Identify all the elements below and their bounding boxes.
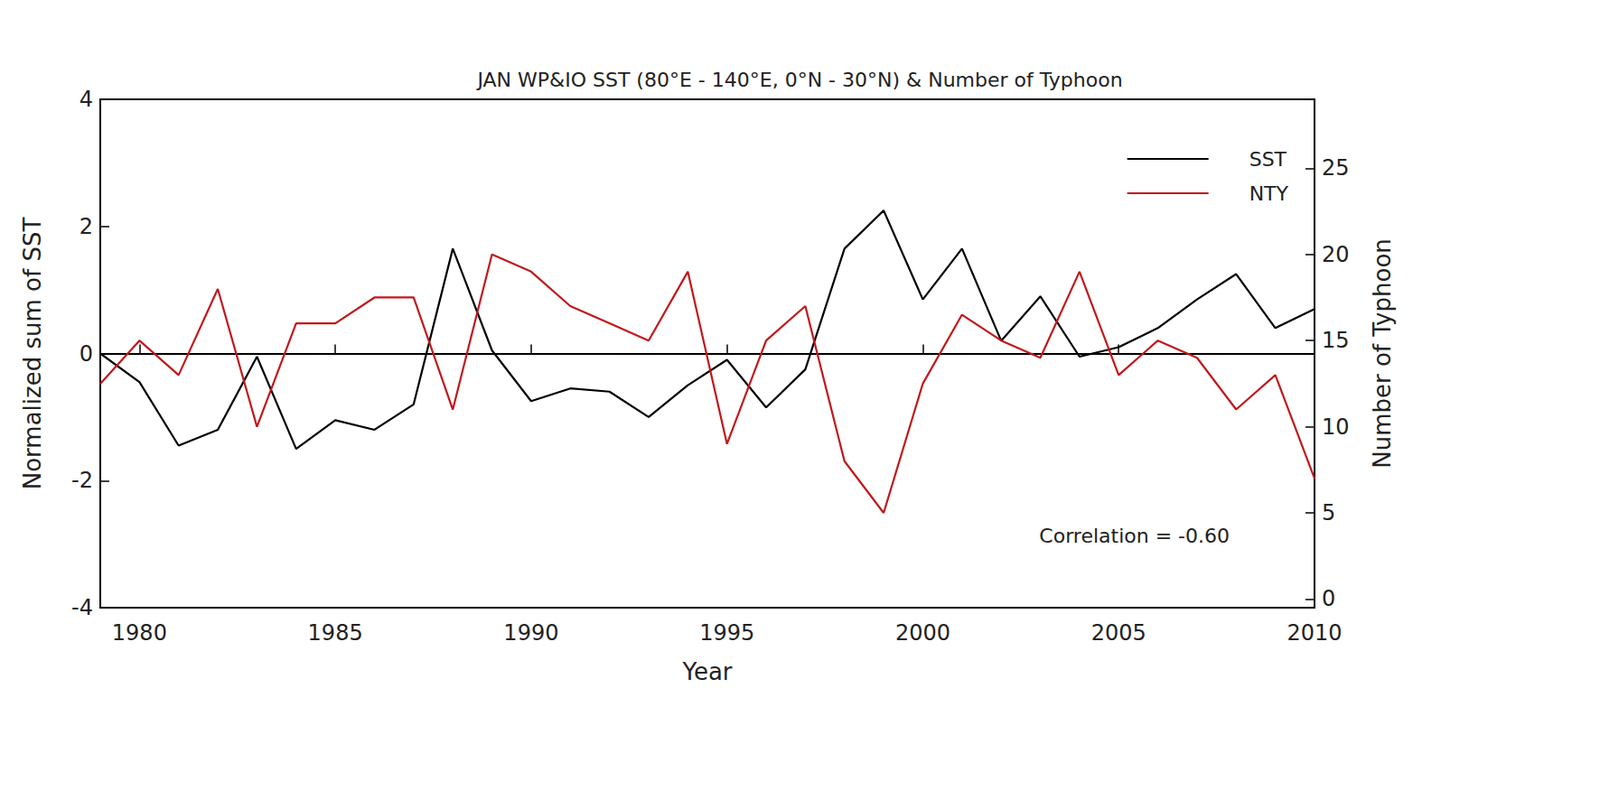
svg-text:25: 25 [1321, 155, 1350, 181]
svg-text:NTY: NTY [1249, 182, 1290, 206]
svg-text:1985: 1985 [308, 620, 364, 646]
svg-text:4: 4 [79, 86, 94, 113]
svg-text:20: 20 [1321, 242, 1350, 268]
svg-text:10: 10 [1321, 414, 1350, 440]
svg-text:1980: 1980 [112, 620, 168, 646]
svg-text:0: 0 [79, 341, 94, 367]
svg-text:Year: Year [681, 658, 732, 686]
svg-text:2005: 2005 [1091, 620, 1147, 646]
svg-text:Number of Typhoon: Number of Typhoon [1368, 238, 1396, 469]
svg-text:Normalized sum of SST: Normalized sum of SST [18, 217, 47, 491]
svg-text:JAN WP&IO SST (80°E - 140°E, 0: JAN WP&IO SST (80°E - 140°E, 0°N - 30°N)… [475, 68, 1123, 92]
svg-text:5: 5 [1321, 500, 1336, 526]
svg-text:15: 15 [1321, 327, 1350, 354]
svg-text:2010: 2010 [1286, 620, 1342, 646]
svg-text:0: 0 [1321, 586, 1336, 612]
svg-text:2000: 2000 [895, 620, 951, 646]
svg-text:1990: 1990 [503, 620, 559, 646]
svg-text:2: 2 [79, 214, 94, 240]
svg-text:1995: 1995 [699, 620, 755, 646]
svg-text:Correlation = -0.60: Correlation = -0.60 [1038, 524, 1230, 548]
svg-text:SST: SST [1249, 148, 1288, 171]
svg-text:-4: -4 [71, 595, 94, 621]
svg-text:-2: -2 [71, 467, 94, 494]
